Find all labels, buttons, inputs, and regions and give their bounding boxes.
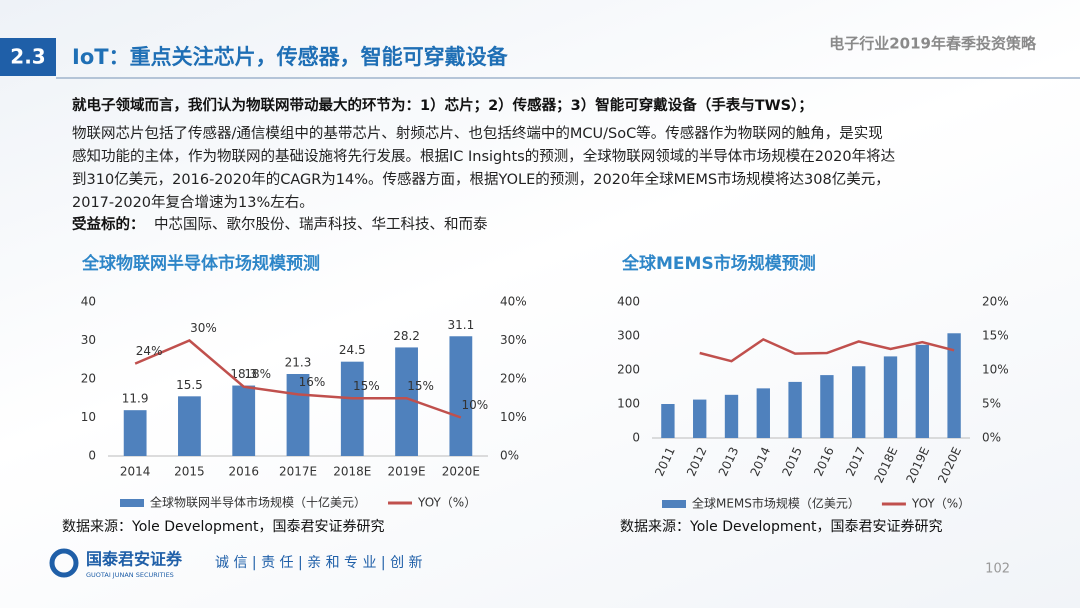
bar (947, 333, 961, 438)
bar (123, 410, 147, 456)
bar-label: 15.5 (176, 378, 203, 392)
bar (883, 356, 898, 438)
y2-tick-label: 40% (500, 295, 527, 309)
section-number: 2.3 (10, 45, 45, 69)
bar (340, 361, 364, 456)
x-tick-label: 2020E (442, 465, 480, 479)
paragraph-line: 感知功能的主体，作为物联网的基础设施将先行发展。根据IC Insights的预测… (72, 147, 895, 165)
bar (915, 344, 929, 438)
bar-label: 31.1 (447, 318, 474, 332)
y2-tick-label: 20% (982, 295, 1009, 309)
slogan: 诚 信 | 责 任 | 亲 和 专 业 | 创 新 (215, 555, 423, 571)
y-tick-label: 20 (81, 372, 96, 386)
bar-label: 21.3 (285, 355, 312, 369)
source: 数据来源：Yole Development，国泰君安证券研究 (620, 519, 942, 535)
y-tick-label: 100 (617, 397, 640, 411)
line-label: 10% (462, 398, 489, 412)
legend-label: YOY（%） (417, 496, 476, 510)
y-tick-label: 10 (81, 410, 96, 424)
x-tick-label: 2011 (652, 445, 678, 479)
y-tick-label: 300 (617, 329, 640, 343)
line-label: 24% (136, 344, 163, 358)
line-label: 15% (407, 379, 434, 393)
bar (852, 366, 866, 438)
bar (661, 404, 675, 438)
legend-label: 全球MEMS市场规模（亿美元） (692, 496, 860, 511)
bar-label: 24.5 (339, 343, 366, 357)
line-label: 18% (244, 367, 271, 381)
legend-swatch (120, 499, 144, 507)
x-tick-label: 2013 (716, 445, 742, 479)
line-label: 16% (299, 375, 326, 389)
line-label: 15% (353, 379, 380, 393)
x-tick-label: 2017E (279, 465, 317, 479)
company-name: 国泰君安证券 (86, 550, 183, 569)
paragraph-line: 到310亿美元，2016-2020年的CAGR为14%。传感器方面，根据YOLE… (72, 170, 890, 188)
beneficiaries-label: 受益标的： (72, 215, 145, 233)
legend-swatch (662, 500, 686, 508)
beneficiaries: 中芯国际、歌尔股份、瑞声科技、华工科技、和而泰 (154, 215, 488, 233)
source: 数据来源：Yole Development，国泰君安证券研究 (62, 519, 384, 535)
chart-title: 全球物联网半导体市场规模预测 (81, 253, 320, 274)
x-tick-label: 2017 (843, 445, 869, 479)
lead-text: 就电子领域而言，我们认为物联网带动最大的环节为：1）芯片；2）传感器；3）智能可… (72, 96, 813, 114)
y2-tick-label: 10% (982, 363, 1009, 377)
page-number: 102 (985, 562, 1010, 577)
x-tick-label: 2018E (333, 465, 371, 479)
y2-tick-label: 30% (500, 333, 527, 347)
paragraph-line: 物联网芯片包括了传感器/通信模组中的基带芯片、射频芯片、也包括终端中的MCU/S… (72, 124, 883, 142)
y2-tick-label: 0% (500, 449, 519, 463)
bar (756, 388, 770, 438)
x-tick-label: 2019E (388, 465, 426, 479)
bar (395, 347, 418, 456)
section-badge (0, 38, 56, 76)
bar (693, 399, 707, 438)
x-tick-label: 2014 (120, 465, 151, 479)
x-tick-label: 2014 (748, 445, 774, 479)
bar-label: 11.9 (122, 392, 149, 406)
chart-title: 全球MEMS市场规模预测 (621, 253, 816, 274)
legend-label: YOY（%） (911, 497, 970, 511)
line (134, 339, 462, 419)
y-tick-label: 40 (81, 295, 96, 309)
y-tick-label: 0 (632, 431, 640, 445)
paragraph-line: 2017-2020年复合增速为13%左右。 (72, 193, 314, 211)
x-tick-label: 2015 (779, 445, 805, 479)
y2-tick-label: 5% (982, 397, 1001, 411)
slide-title: IoT：重点关注芯片，传感器，智能可穿戴设备 (72, 45, 509, 69)
y2-tick-label: 15% (982, 329, 1009, 343)
x-tick-label: 2020E (935, 445, 964, 485)
x-tick-label: 2016 (228, 465, 259, 479)
x-tick-label: 2018E (872, 445, 901, 485)
line-label: 30% (190, 321, 217, 335)
bar (449, 336, 473, 456)
y-tick-label: 200 (617, 363, 640, 377)
line (699, 337, 955, 363)
legend-label: 全球物联网半导体市场规模（十亿美元） (150, 495, 366, 510)
x-tick-label: 2019E (903, 445, 932, 485)
x-tick-label: 2012 (684, 445, 710, 479)
y2-tick-label: 20% (500, 372, 527, 386)
bar (724, 394, 739, 438)
y2-tick-label: 10% (500, 410, 527, 424)
logo (49, 548, 79, 578)
bar (232, 385, 256, 456)
y2-tick-label: 0% (982, 431, 1001, 445)
bar (788, 381, 802, 438)
bar-label: 18.3 (230, 367, 257, 381)
y-tick-label: 0 (88, 449, 96, 463)
y-tick-label: 400 (617, 295, 640, 309)
bar-label: 28.2 (393, 329, 420, 343)
report-name: 电子行业2019年春季投资策略 (829, 35, 1037, 53)
y-tick-label: 30 (81, 333, 96, 347)
x-tick-label: 2015 (174, 465, 205, 479)
company-en: GUOTAI JUNAN SECURITIES (86, 571, 174, 579)
bar (178, 396, 201, 456)
bar (820, 375, 834, 438)
x-tick-label: 2016 (811, 445, 837, 479)
